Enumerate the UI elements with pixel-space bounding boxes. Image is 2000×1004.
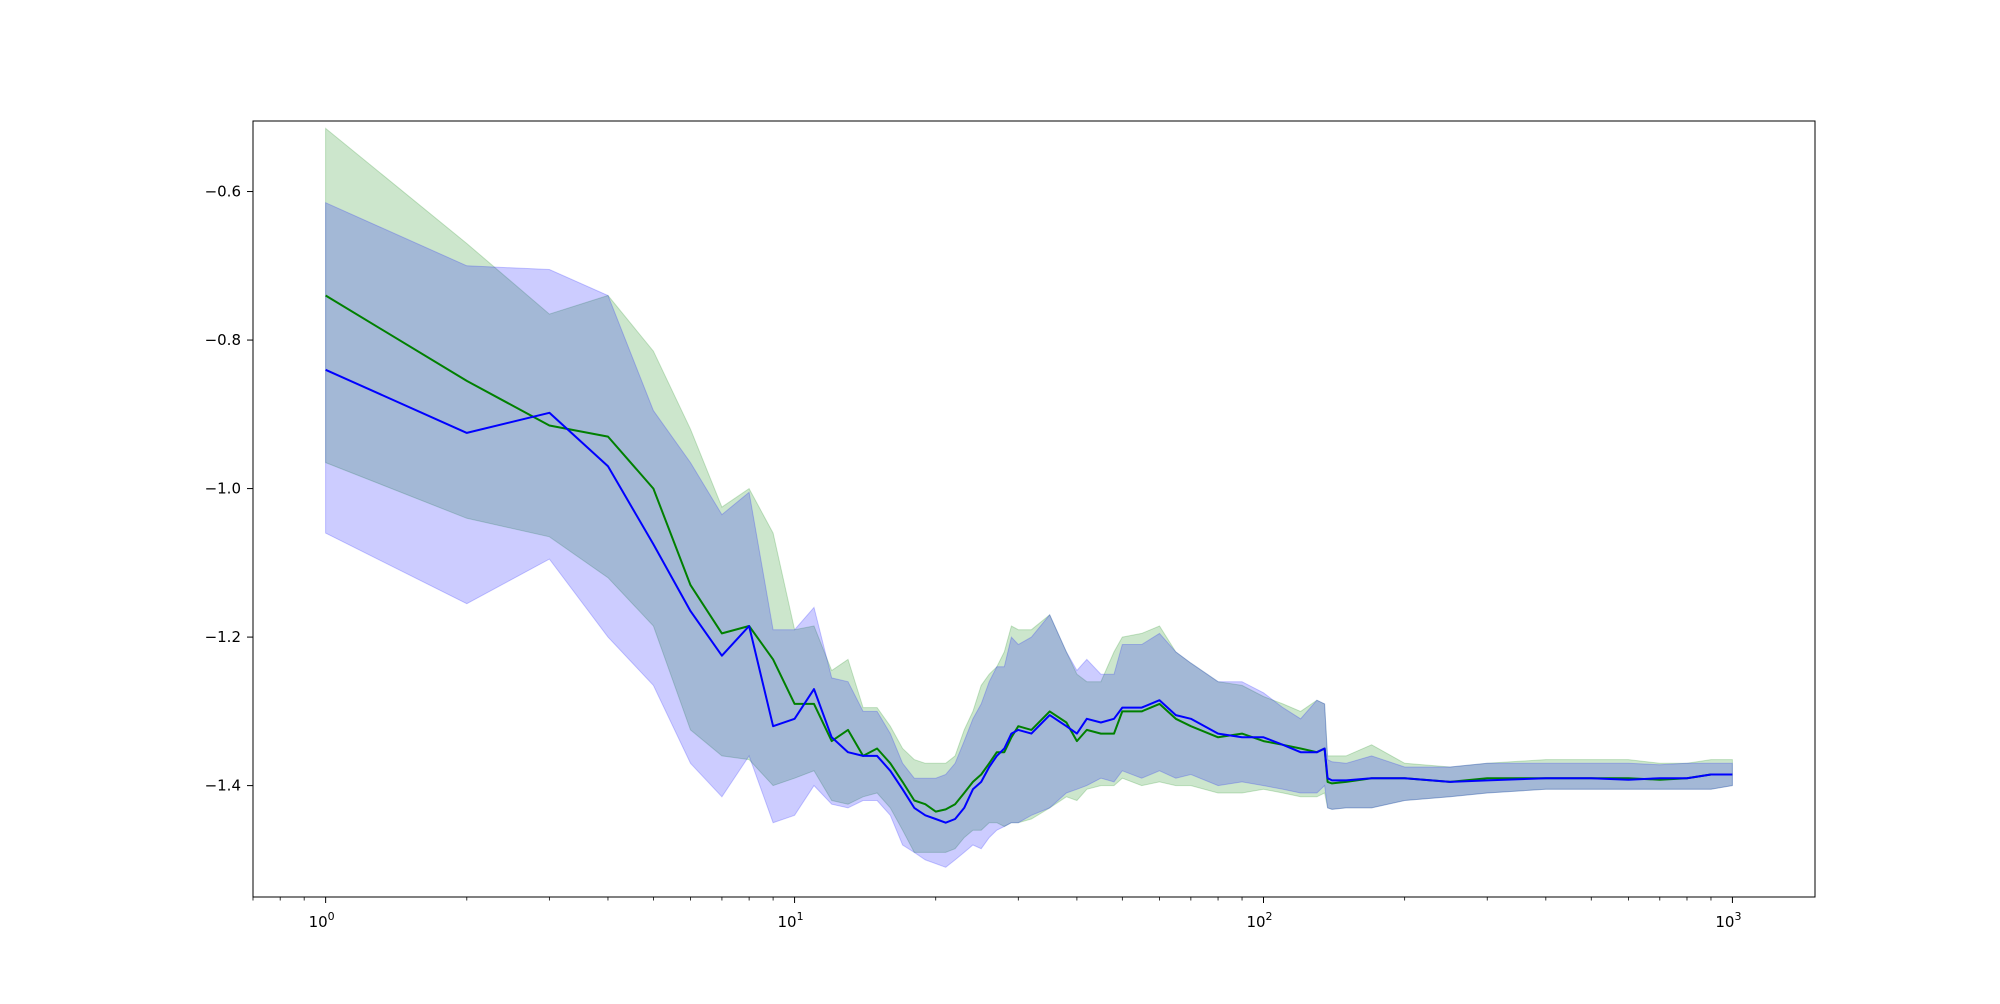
plot-frame (252, 120, 1816, 898)
y-tick-label: −1.0 (205, 480, 241, 498)
x-tick-label: 103 (1715, 910, 1741, 931)
series-2-line (325, 368, 1733, 824)
y-tick-label: −0.8 (205, 331, 241, 349)
x-tick-label: 102 (1246, 910, 1272, 931)
y-tick-label: −1.2 (205, 628, 241, 646)
series-2-band (325, 201, 1733, 868)
x-tick-label: 101 (778, 910, 804, 931)
confidence-bands (325, 127, 1733, 868)
axis-ticks: 100 101 102 103 −0.6 −0.8 −1.0 −1.2 −1.4 (205, 183, 1742, 931)
series-lines (325, 294, 1733, 824)
y-tick-label: −0.6 (205, 183, 241, 201)
y-tick-label: −1.4 (205, 777, 241, 795)
x-tick-label: 100 (309, 910, 335, 931)
series-1-band (325, 127, 1733, 853)
